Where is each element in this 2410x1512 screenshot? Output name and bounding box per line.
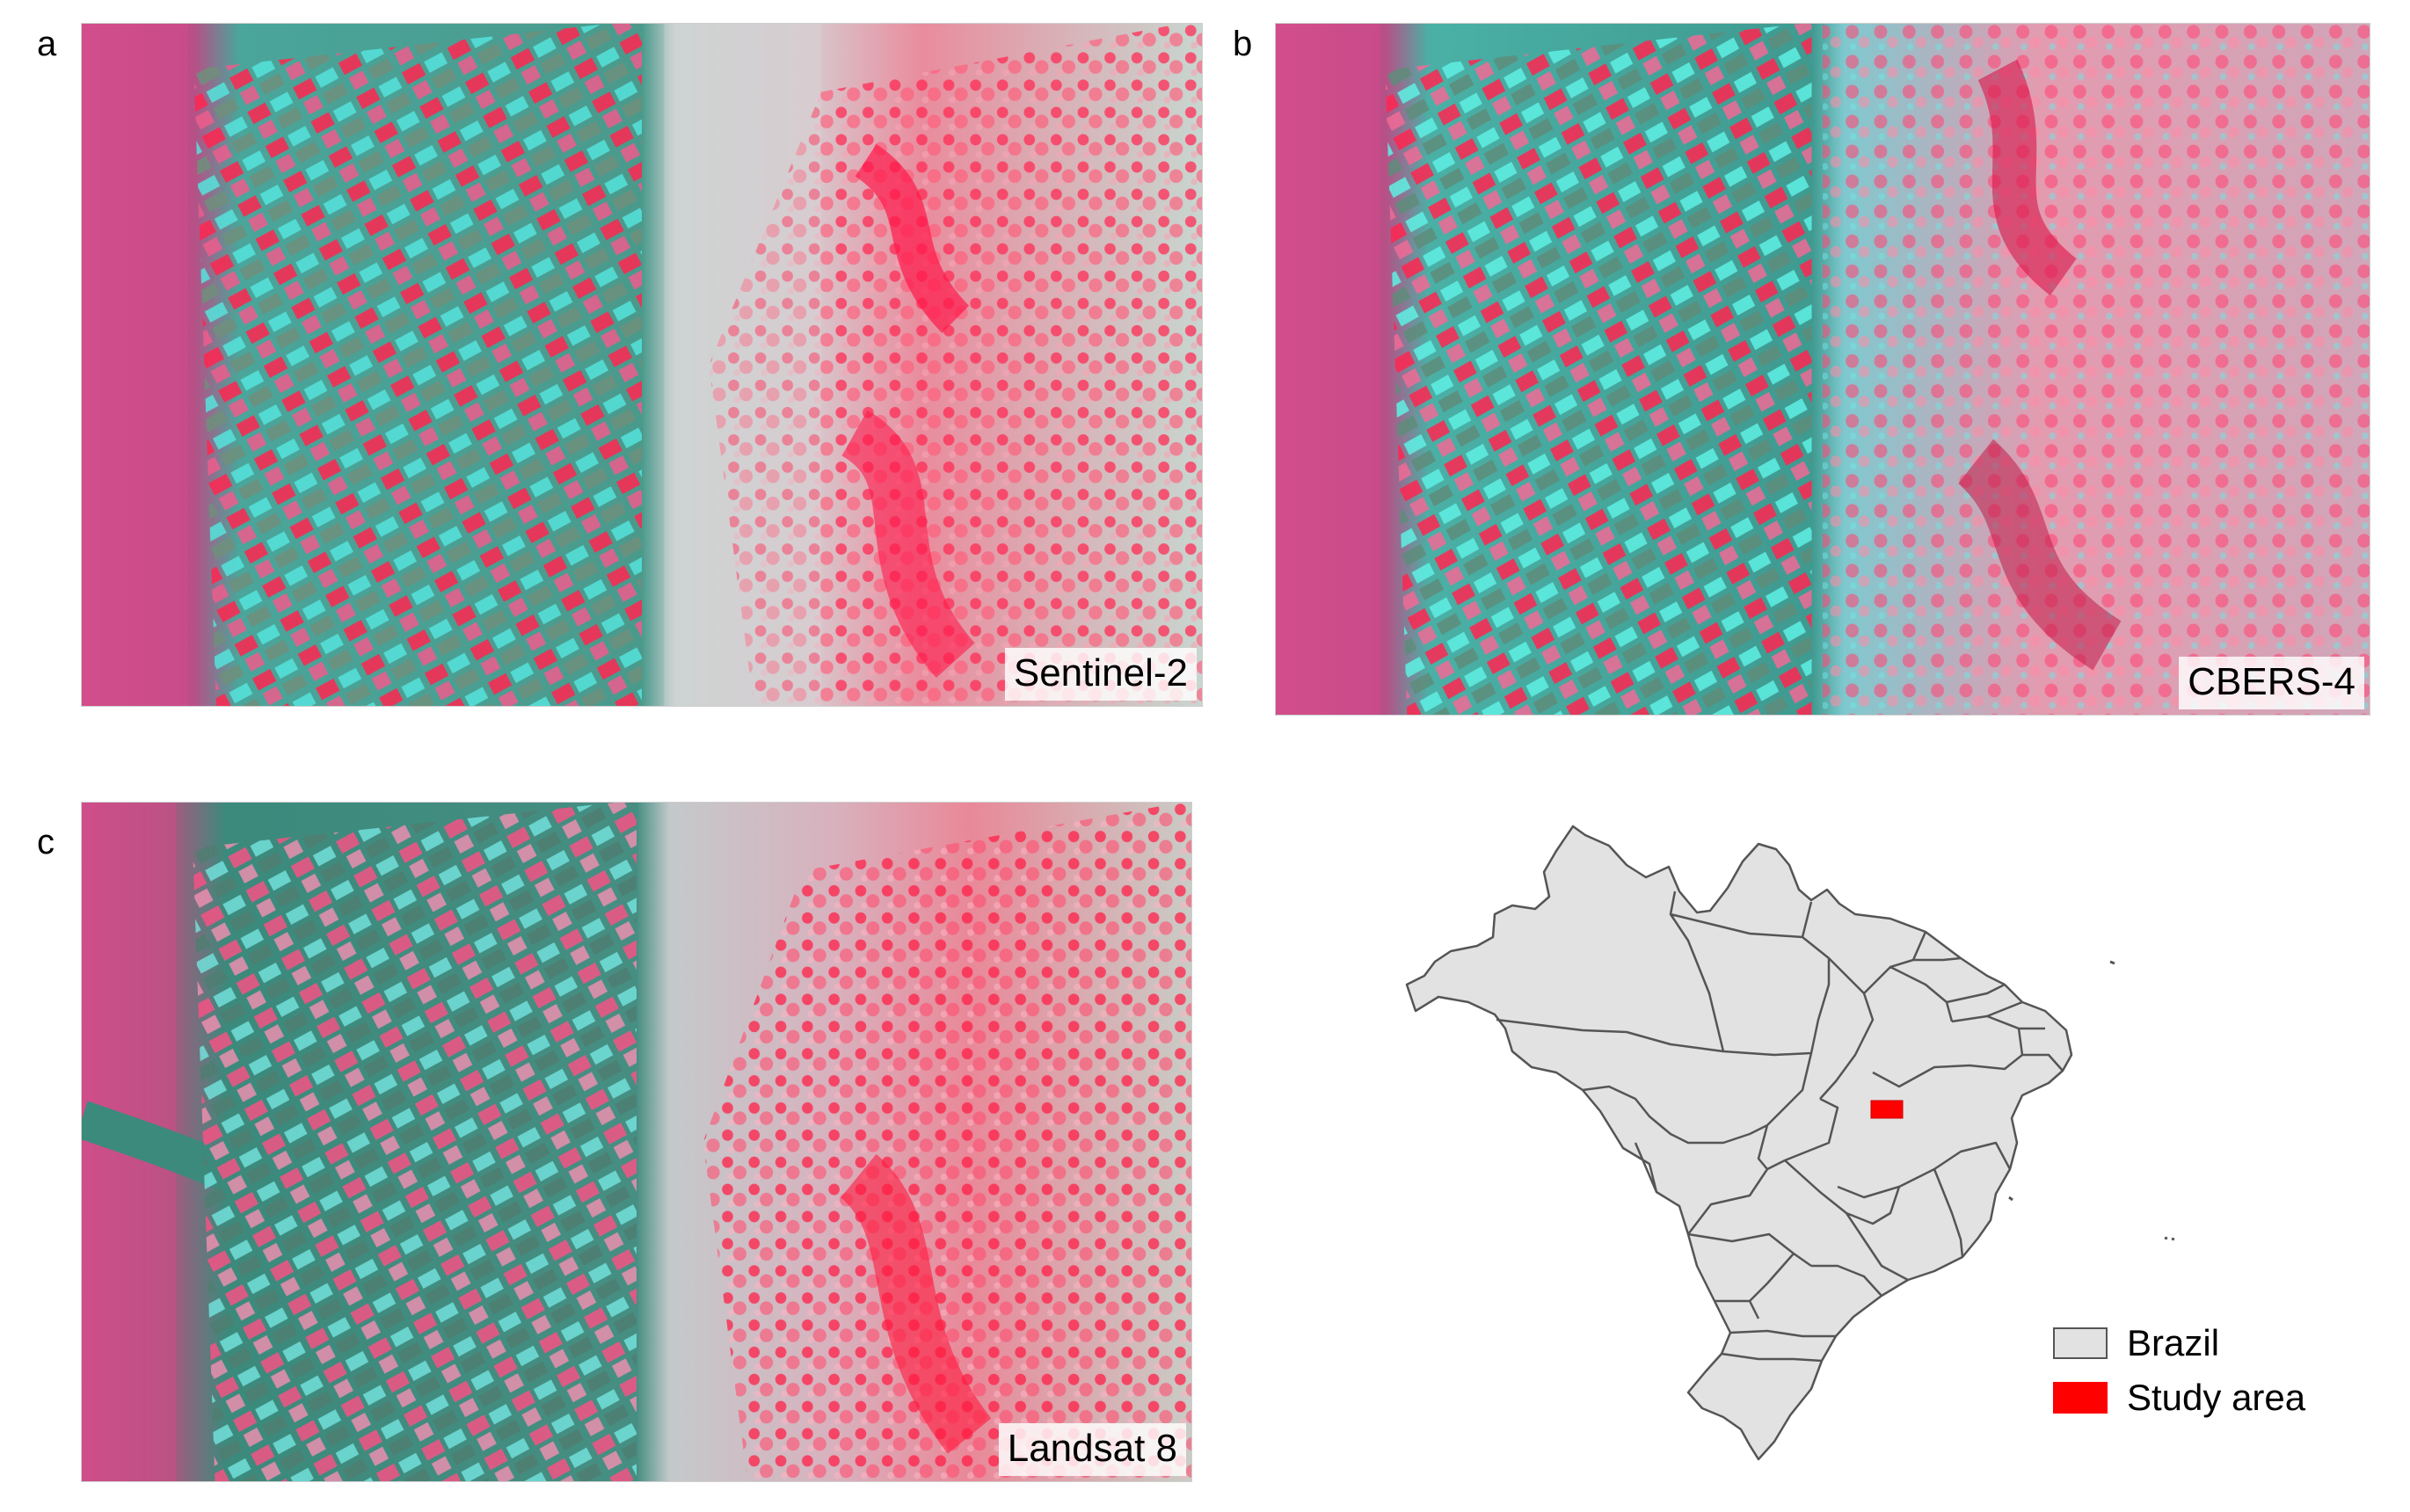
legend-swatch-brazil bbox=[2053, 1327, 2108, 1359]
legend-swatch-study-area bbox=[2053, 1382, 2108, 1414]
legend-label-brazil: Brazil bbox=[2127, 1322, 2220, 1363]
brazil-outline bbox=[1405, 825, 2073, 1461]
legend-item-brazil: Brazil bbox=[2053, 1322, 2219, 1364]
satellite-image-landsat-8: Landsat 8 bbox=[81, 802, 1192, 1482]
satellite-image-sentinel-2: Sentinel-2 bbox=[81, 23, 1203, 707]
sentinel-2-imagery bbox=[82, 24, 1202, 706]
panel-letter-a: a bbox=[37, 25, 57, 63]
panel-letter-b: b bbox=[1233, 25, 1253, 63]
islands bbox=[2008, 960, 2175, 1241]
brazil-location-map bbox=[1405, 825, 2175, 1461]
state-borders bbox=[1496, 890, 2064, 1363]
study-area-marker bbox=[1870, 1100, 1904, 1119]
landsat-8-imagery bbox=[82, 803, 1191, 1481]
panel-letter-c: c bbox=[37, 823, 55, 861]
caption-cbers-4: CBERS-4 bbox=[2179, 657, 2364, 709]
legend-item-study-area: Study area bbox=[2053, 1377, 2305, 1419]
brazil-states bbox=[1405, 825, 2073, 1461]
satellite-image-cbers-4: CBERS-4 bbox=[1275, 23, 2370, 716]
caption-sentinel-2: Sentinel-2 bbox=[1004, 648, 1197, 701]
cbers-4-imagery bbox=[1276, 24, 2370, 715]
caption-landsat-8: Landsat 8 bbox=[998, 1423, 1186, 1476]
legend-label-study-area: Study area bbox=[2127, 1377, 2306, 1418]
